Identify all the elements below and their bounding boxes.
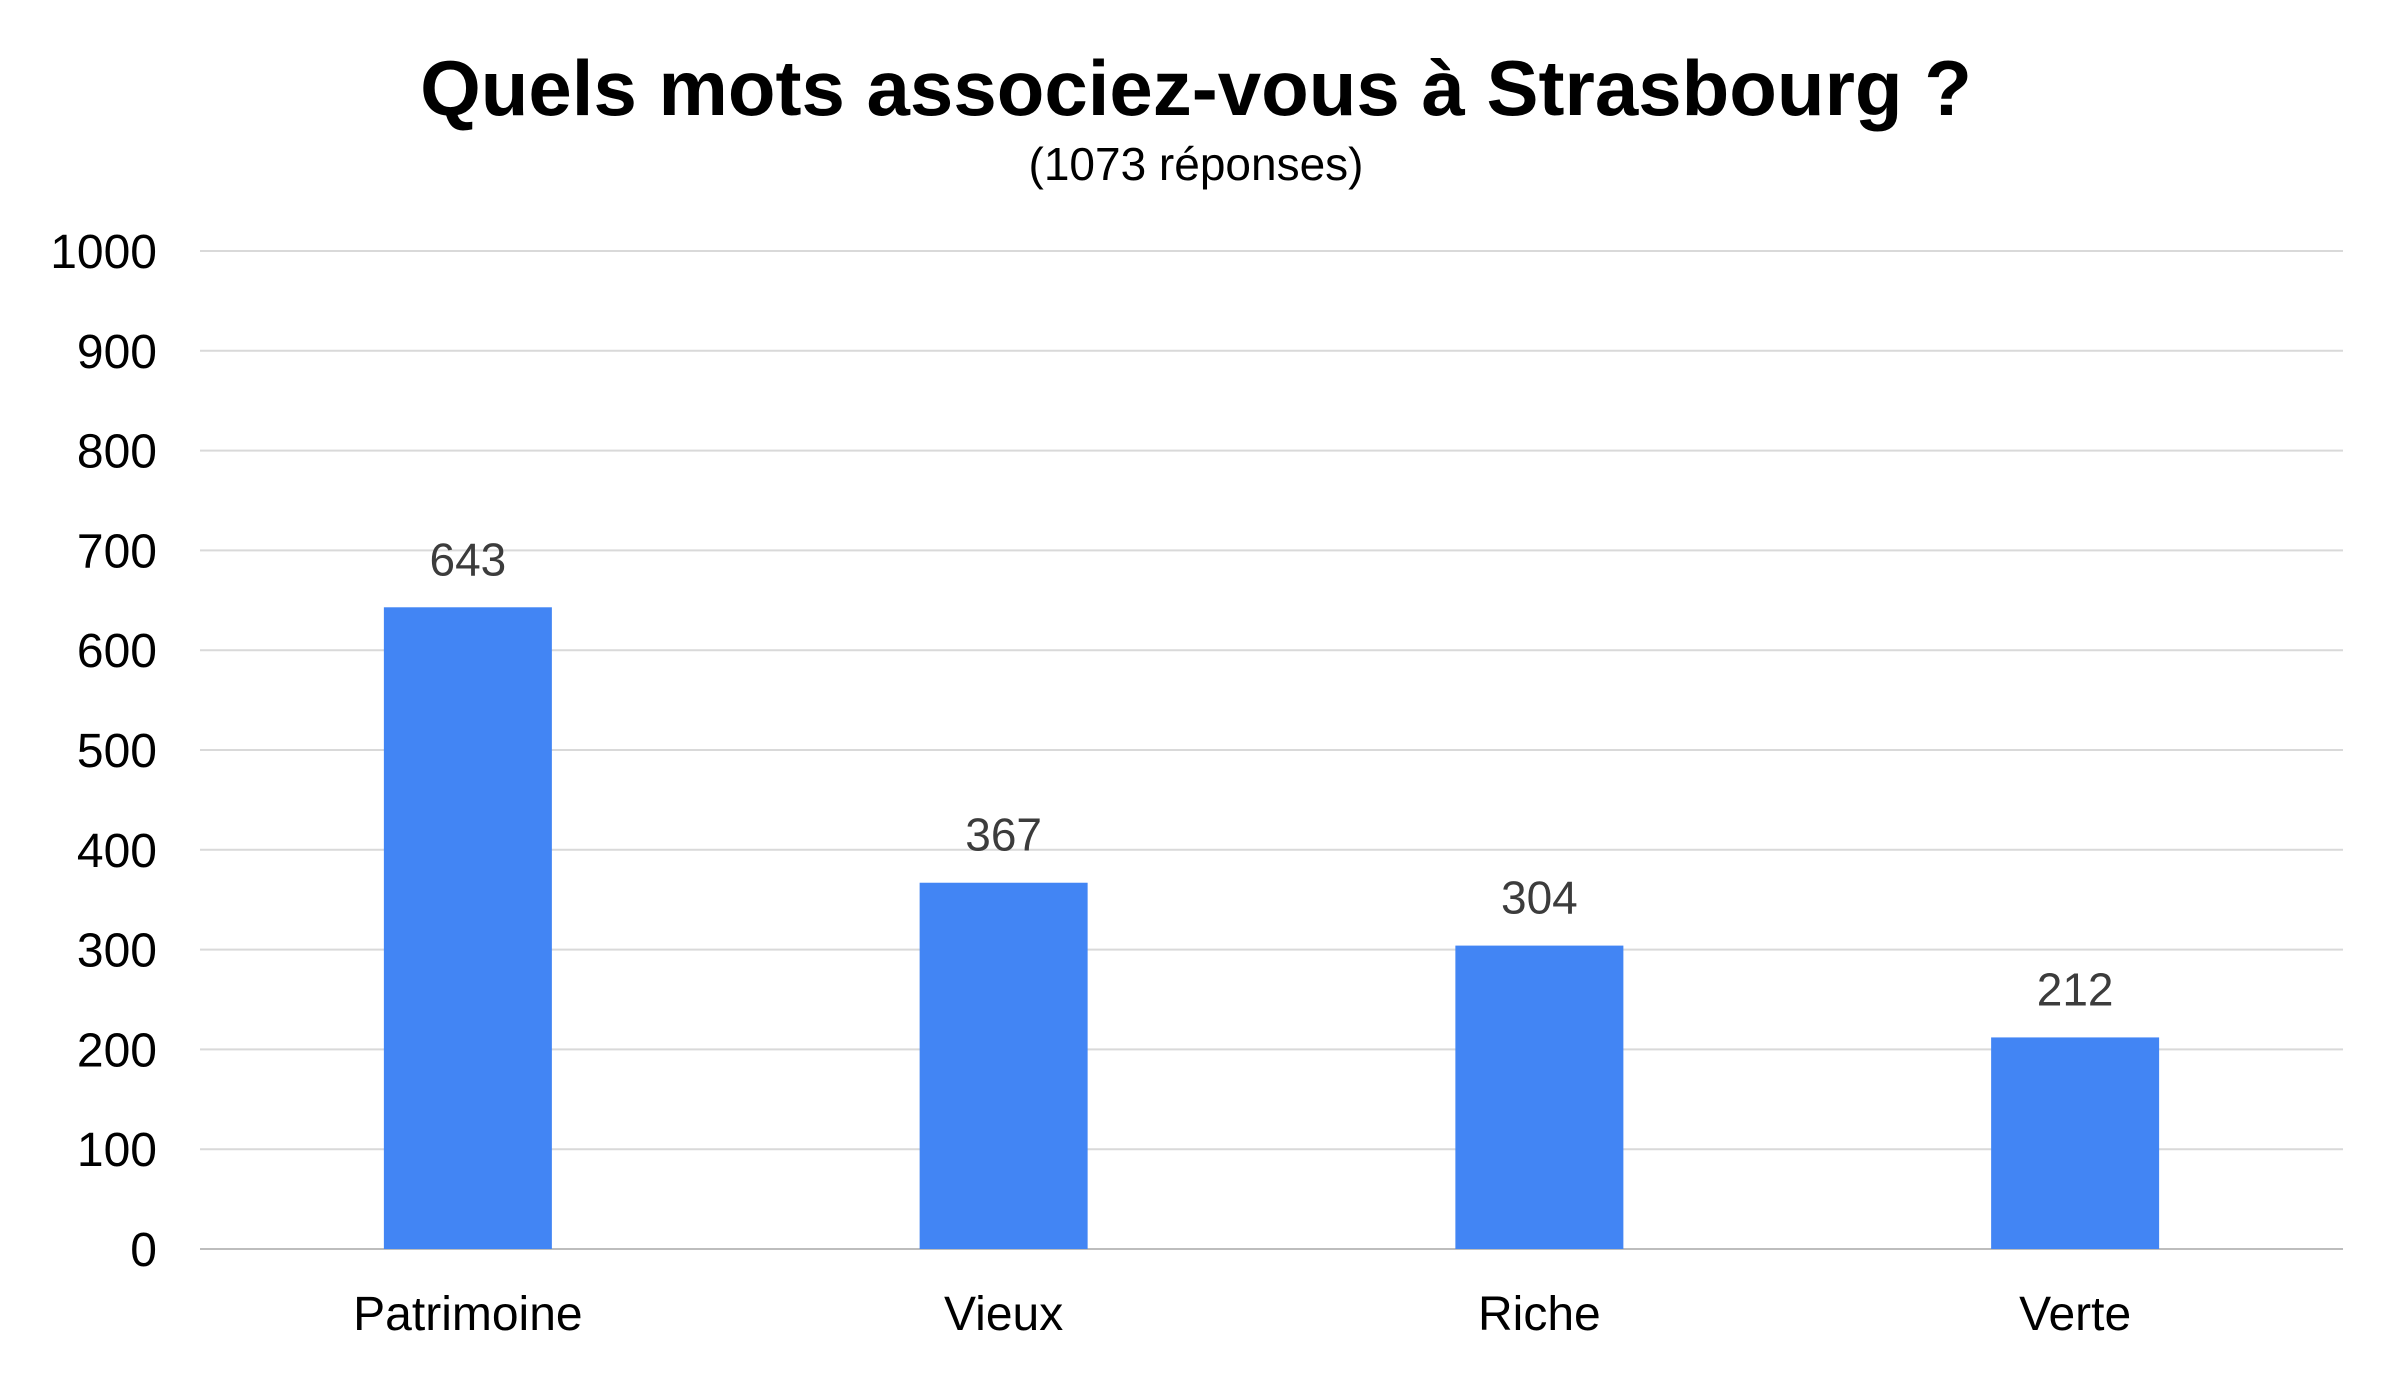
data-label-verte: 212 [2037, 963, 2114, 1015]
y-tick-label: 600 [77, 625, 157, 678]
x-category-label: Patrimoine [353, 1288, 582, 1341]
data-label-vieux: 367 [965, 809, 1042, 861]
chart-subtitle: (1073 réponses) [1029, 138, 1364, 190]
y-tick-label: 200 [77, 1024, 157, 1077]
gridlines [200, 250, 2343, 1250]
data-label-patrimoine: 643 [430, 533, 507, 585]
y-tick-label: 700 [77, 525, 157, 578]
y-axis-ticks: 0 100 200 300 400 500 600 700 800 900 1000 [50, 226, 157, 1277]
chart-title: Quels mots associez-vous à Strasbourg ? [420, 44, 1972, 132]
bar-verte [1991, 1037, 2160, 1249]
x-category-label: Riche [1478, 1288, 1601, 1341]
data-labels: 643 367 304 212 [430, 533, 2114, 1015]
bar-vieux [919, 882, 1088, 1249]
y-tick-label: 1000 [50, 226, 157, 279]
y-tick-label: 0 [130, 1224, 157, 1277]
data-label-riche: 304 [1501, 872, 1578, 924]
y-tick-label: 300 [77, 925, 157, 978]
y-tick-label: 800 [77, 426, 157, 479]
x-category-label: Verte [2019, 1288, 2131, 1341]
bar-patrimoine [383, 607, 552, 1249]
y-tick-label: 100 [77, 1124, 157, 1177]
y-tick-label: 900 [77, 326, 157, 379]
bar-riche [1455, 945, 1624, 1249]
bars [383, 607, 2160, 1249]
y-tick-label: 400 [77, 825, 157, 878]
x-axis-categories: Patrimoine Vieux Riche Verte [353, 1288, 2131, 1341]
y-tick-label: 500 [77, 725, 157, 778]
x-category-label: Vieux [944, 1288, 1063, 1341]
